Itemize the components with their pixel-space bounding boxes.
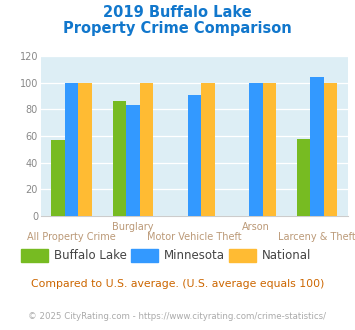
Text: Motor Vehicle Theft: Motor Vehicle Theft [147, 232, 242, 242]
Bar [297, 139, 310, 216]
Text: All Property Crime: All Property Crime [27, 232, 116, 242]
Bar [126, 106, 140, 216]
Bar [249, 83, 263, 216]
Text: Arson: Arson [242, 222, 270, 232]
Bar [65, 83, 78, 216]
Text: © 2025 CityRating.com - https://www.cityrating.com/crime-statistics/: © 2025 CityRating.com - https://www.city… [28, 312, 327, 321]
Text: National: National [262, 249, 311, 262]
Bar [201, 83, 215, 216]
Bar [113, 101, 126, 216]
Text: 2019 Buffalo Lake: 2019 Buffalo Lake [103, 5, 252, 20]
Text: Buffalo Lake: Buffalo Lake [54, 249, 127, 262]
Bar [263, 83, 276, 216]
Text: Burglary: Burglary [112, 222, 154, 232]
Text: Property Crime Comparison: Property Crime Comparison [63, 21, 292, 36]
Bar [140, 83, 153, 216]
Text: Compared to U.S. average. (U.S. average equals 100): Compared to U.S. average. (U.S. average … [31, 279, 324, 289]
Text: Larceny & Theft: Larceny & Theft [278, 232, 355, 242]
Bar [78, 83, 92, 216]
Bar [324, 83, 338, 216]
Text: Minnesota: Minnesota [164, 249, 225, 262]
Bar [187, 95, 201, 216]
Bar [51, 140, 65, 216]
Bar [310, 78, 324, 216]
